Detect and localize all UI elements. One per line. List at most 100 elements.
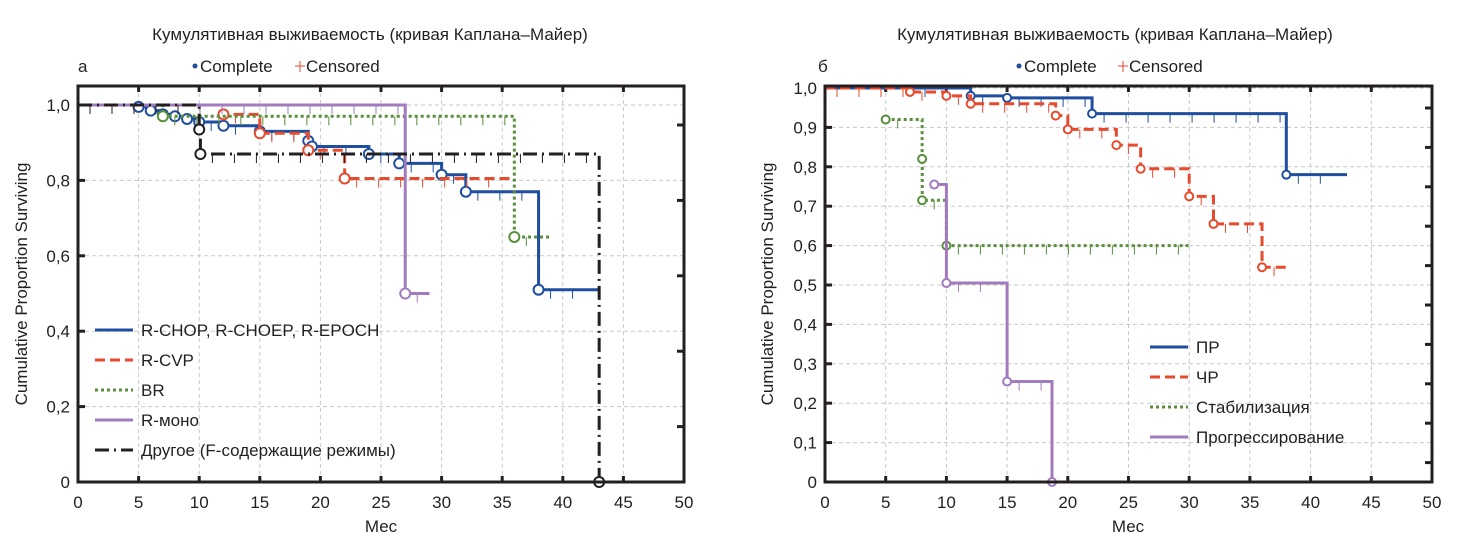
legend-label: ПР [1196, 338, 1220, 357]
x-tick-label: 50 [1423, 493, 1442, 512]
series-line-2 [885, 118, 1190, 248]
y-tick-label: 0,2 [46, 398, 70, 417]
complete-point [904, 86, 915, 97]
panel-b-chart: Кумулятивная выживаемость (кривая Каплан… [758, 25, 1441, 536]
y-tick-label: 0,7 [793, 197, 817, 216]
complete-point [508, 230, 521, 243]
y-tick-label: 0,1 [793, 434, 817, 453]
panel-b-legend: ПР ЧР Стабилизация Прогрессирование [1150, 338, 1344, 447]
complete-point [156, 110, 169, 123]
x-tick-label: 10 [190, 493, 209, 512]
legend-label: BR [141, 381, 165, 400]
y-tick-label: 0,6 [46, 247, 70, 266]
complete-point [193, 123, 206, 136]
complete-point [532, 283, 545, 296]
complete-point [459, 185, 472, 198]
series-line-0 [825, 86, 1348, 177]
x-tick-label: 50 [675, 493, 694, 512]
y-tick-label: 0,4 [46, 322, 70, 341]
legend-label: R-CVP [141, 351, 194, 370]
x-tick-label: 45 [614, 493, 633, 512]
x-tick-label: 35 [1240, 493, 1259, 512]
complete-marker-icon [1016, 63, 1022, 69]
complete-point [144, 104, 157, 117]
x-tick-label: 0 [73, 493, 82, 512]
complete-point [1050, 110, 1061, 121]
y-tick-label: 0,8 [793, 158, 817, 177]
x-tick-label: 15 [250, 493, 269, 512]
complete-point [1184, 191, 1195, 202]
y-tick-label: 0 [808, 473, 817, 492]
panel-a-title: Кумулятивная выживаемость (кривая Каплан… [152, 25, 588, 44]
x-tick-label: 20 [1058, 493, 1077, 512]
y-tick-label: 1,0 [46, 96, 70, 115]
legend-label: Стабилизация [1196, 398, 1310, 417]
complete-point [1087, 108, 1098, 119]
legend-label: Прогрессирование [1196, 428, 1344, 447]
complete-point [880, 114, 891, 125]
x-tick-label: 25 [1119, 493, 1138, 512]
y-tick-label: 0,8 [46, 171, 70, 190]
x-tick-label: 40 [1301, 493, 1320, 512]
panel-b-frame [823, 84, 1434, 484]
complete-point [338, 172, 351, 185]
y-tick-label: 0 [61, 473, 70, 492]
complete-point [917, 195, 928, 206]
panel-a-complete-label: Complete [200, 57, 273, 76]
complete-point [399, 287, 412, 300]
complete-point [1208, 218, 1219, 229]
complete-point [393, 157, 406, 170]
panel-a-ylabel: Cumulative Proportion Surviving [12, 163, 31, 406]
complete-point [941, 278, 952, 289]
x-tick-label: 35 [493, 493, 512, 512]
complete-point [1111, 140, 1122, 151]
y-tick-label: 0,4 [793, 315, 817, 334]
legend-label: Другое (F-содержащие режимы) [141, 441, 396, 460]
panel-a-label: а [78, 57, 88, 76]
legend-label: ЧР [1196, 368, 1219, 387]
panel-b-ylabel: Cumulative Proportion Surviving [758, 163, 777, 406]
complete-point [1135, 163, 1146, 174]
x-tick-label: 5 [134, 493, 143, 512]
panel-a-legend: R-CHOP, R-CHOEP, R-EPOCH R-CVP BR R-моно Дру… [95, 321, 396, 460]
x-tick-label: 40 [553, 493, 572, 512]
x-tick-label: 30 [1180, 493, 1199, 512]
complete-point [253, 127, 266, 140]
panel-b-xlabel: Мес [1112, 517, 1145, 536]
panel-a-frame [76, 84, 686, 484]
panel-b-title: Кумулятивная выживаемость (кривая Каплан… [897, 25, 1333, 44]
x-tick-label: 15 [998, 493, 1017, 512]
complete-point [1281, 169, 1292, 180]
panel-b-label: б [818, 57, 828, 76]
panel-a-series [78, 100, 606, 488]
complete-point [1002, 92, 1013, 103]
x-tick-label: 10 [937, 493, 956, 512]
series-line-2 [78, 103, 551, 239]
complete-point [132, 100, 145, 113]
y-tick-label: 0,6 [793, 237, 817, 256]
complete-point [1002, 376, 1013, 387]
panel-b-series [825, 86, 1348, 487]
y-tick-label: 1,0 [793, 79, 817, 98]
y-tick-label: 0,5 [793, 276, 817, 295]
panel-b-censored-label: Censored [1129, 57, 1203, 76]
series-line-0 [78, 103, 600, 292]
legend-label: R-CHOP, R-CHOEP, R-EPOCH [141, 321, 379, 340]
complete-point [965, 98, 976, 109]
panel-a-censored-label: Censored [306, 57, 380, 76]
complete-point [1062, 124, 1073, 135]
complete-point [917, 153, 928, 164]
complete-point [217, 108, 230, 121]
x-tick-label: 20 [311, 493, 330, 512]
censored-marker-icon [1118, 61, 1128, 72]
x-tick-label: 0 [820, 493, 829, 512]
x-tick-label: 45 [1362, 493, 1381, 512]
complete-point [217, 119, 230, 132]
panel-b-marker-legend: Complete Censored [1016, 57, 1203, 76]
panel-a-ticks: 0 5 10 15 20 25 30 35 40 45 50 0 0,2 0,4 0,6 0,8 1,0 [46, 86, 693, 512]
complete-point [929, 179, 940, 190]
y-tick-label: 0,3 [793, 355, 817, 374]
y-tick-label: 0,9 [793, 118, 817, 137]
complete-point [941, 90, 952, 101]
legend-label: R-моно [141, 411, 199, 430]
